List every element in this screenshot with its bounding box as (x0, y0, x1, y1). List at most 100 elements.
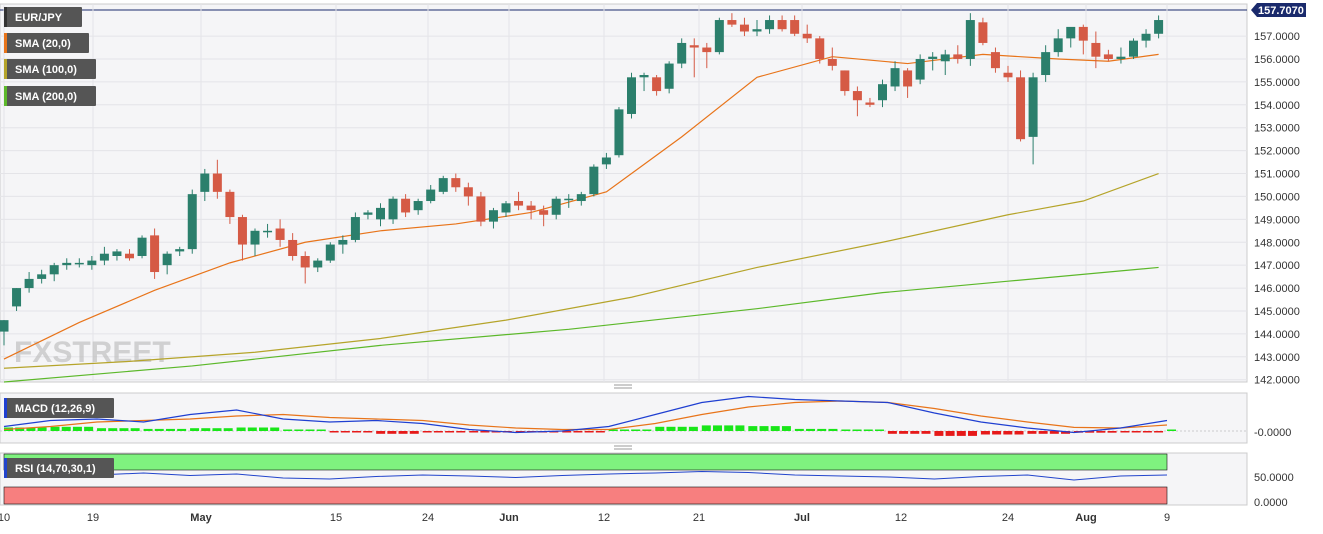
macd-histogram-bar (26, 427, 36, 431)
macd-histogram-bar (1096, 431, 1106, 433)
candle (601, 152, 611, 169)
macd-histogram-bar (1049, 431, 1059, 434)
candle (815, 36, 825, 64)
macd-histogram-bar (15, 427, 25, 431)
macd-histogram-bar (781, 426, 791, 431)
macd-histogram-bar (143, 428, 153, 431)
candle (300, 251, 310, 284)
candle-body (1116, 56, 1126, 59)
macd-histogram-bar (165, 428, 175, 431)
y-tick-label: 143.0000 (1254, 352, 1300, 364)
legend-sma100[interactable]: SMA (100,0) (4, 59, 96, 79)
x-tick-label: 24 (1002, 512, 1014, 524)
y-tick-label: 153.0000 (1254, 123, 1300, 135)
y-tick-label: 147.0000 (1254, 260, 1300, 272)
x-tick-label: 19 (87, 512, 99, 524)
candle-body (702, 47, 712, 53)
macd-histogram-bar (201, 428, 211, 431)
candle (689, 38, 699, 78)
macd-histogram-bar (97, 428, 107, 431)
candle (24, 272, 34, 293)
legend-instrument[interactable]: EUR/JPY (4, 7, 82, 27)
candle-body (350, 217, 360, 240)
pane-splitter-2[interactable] (614, 445, 632, 450)
candle (627, 72, 636, 119)
candle-body (263, 230, 273, 233)
macd-histogram-bar (154, 428, 164, 431)
price-axis: 157.0000 156.0000 155.0000 154.0000 153.0000… (1254, 31, 1300, 387)
macd-line (3, 395, 1168, 434)
legend-sma200[interactable]: SMA (200,0) (4, 86, 96, 106)
candle-body (451, 178, 461, 188)
x-tick-label: 12 (598, 512, 610, 524)
macd-histogram-bar (595, 431, 605, 433)
macd-histogram-bar (945, 431, 955, 436)
legend-sma20[interactable]: SMA (20,0) (4, 33, 89, 53)
rsi-tick-50: 50.0000 (1254, 472, 1294, 484)
macd-histogram-bar (770, 426, 780, 431)
candle-body (815, 38, 825, 59)
candle-body (1078, 26, 1088, 41)
sma-layer (3, 53, 1159, 383)
candle-body (965, 20, 975, 59)
macd-histogram-bar (50, 426, 60, 431)
macd-signal-line (3, 400, 1168, 431)
candle (501, 201, 511, 218)
macd-histogram-bar (980, 431, 990, 435)
macd-histogram-bar (899, 431, 909, 434)
macd-histogram-bar (817, 428, 827, 431)
candle (275, 219, 285, 247)
candle (614, 107, 624, 158)
candle-body (514, 201, 524, 206)
macd-histogram-bar (608, 429, 618, 431)
candle (225, 189, 235, 224)
rsi-oversold-zone (3, 486, 1168, 505)
macd-histogram-bar (305, 429, 315, 431)
x-tick-label: Jun (499, 512, 519, 524)
legend-rsi[interactable]: RSI (14,70,30,1) (4, 458, 114, 478)
candle-body (564, 198, 574, 201)
macd-histogram-bar (108, 428, 118, 431)
macd-histogram-bar (376, 431, 386, 434)
macd-histogram-bar (724, 425, 734, 431)
candle-body (928, 56, 938, 59)
legend-rsi-label: RSI (14,70,30,1) (15, 463, 96, 475)
macd-layer (3, 395, 1176, 436)
macd-histogram-bar (433, 431, 443, 433)
candle-body (790, 20, 800, 34)
candle-body (840, 70, 850, 92)
candle-body (1016, 77, 1026, 140)
macd-histogram-bar (283, 429, 293, 431)
macd-histogram-bar (1038, 431, 1048, 434)
legend-sma200-label: SMA (200,0) (15, 91, 77, 103)
macd-histogram-bar (562, 431, 572, 433)
candle-body (476, 196, 486, 222)
candle-body (1141, 33, 1151, 41)
y-tick-label: 145.0000 (1254, 306, 1300, 318)
macd-histogram-bar (515, 431, 525, 433)
candle (1154, 15, 1164, 39)
candle-body (664, 63, 674, 89)
macd-histogram-bar (61, 426, 71, 431)
candle (137, 235, 147, 259)
macd-histogram-bar (573, 431, 583, 433)
candle-body (1028, 77, 1038, 137)
x-tick-label: 10 (0, 512, 10, 524)
candle-body (865, 102, 875, 105)
macd-histogram-bar (398, 431, 408, 434)
macd-histogram-bar (642, 429, 652, 431)
macd-histogram-bar (130, 428, 140, 431)
macd-histogram-bar (363, 431, 373, 433)
legend-macd[interactable]: MACD (12,26,9) (4, 398, 114, 418)
candle (790, 15, 800, 37)
candle-body (940, 54, 950, 62)
pane-splitter-1[interactable] (614, 384, 632, 389)
candle (940, 49, 950, 76)
candle-body (1154, 20, 1164, 34)
legend-instrument-label: EUR/JPY (15, 12, 63, 24)
candle (539, 205, 549, 227)
candle-body (426, 189, 436, 202)
macd-histogram-bar (212, 428, 222, 431)
